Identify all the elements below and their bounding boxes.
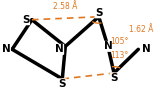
Text: S: S [59, 79, 66, 89]
Text: S: S [22, 15, 30, 25]
Text: N: N [55, 44, 64, 54]
Text: S: S [95, 8, 103, 18]
Text: 1.62 Å: 1.62 Å [129, 25, 154, 34]
Text: 113°: 113° [110, 51, 128, 60]
Text: N: N [2, 44, 10, 54]
Text: 105°: 105° [110, 37, 129, 46]
Text: S: S [110, 73, 118, 83]
Text: N: N [104, 41, 112, 51]
Text: N: N [142, 44, 150, 54]
Text: 2.58 Å: 2.58 Å [53, 2, 78, 11]
